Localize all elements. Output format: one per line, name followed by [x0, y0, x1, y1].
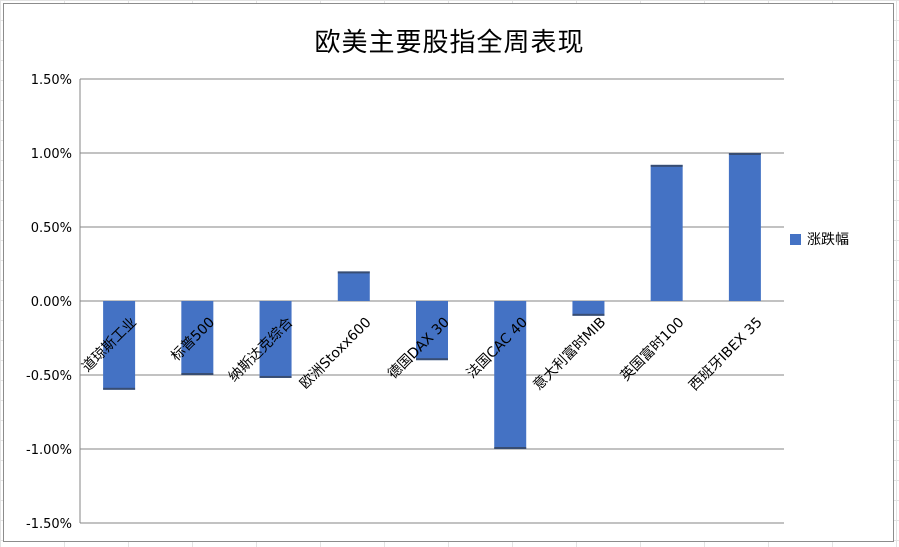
y-tick-label: 0.50% [31, 221, 72, 236]
bar-edge [337, 271, 370, 274]
chart-title: 欧美主要股指全周表现 [314, 28, 585, 58]
bar[interactable] [650, 164, 683, 301]
bar[interactable] [337, 271, 370, 301]
bar-edge [572, 313, 605, 316]
x-tick-label: 意大利富时MIB [530, 314, 610, 394]
x-tick-label: 英国富时100 [617, 314, 688, 385]
y-tick-label: -0.50% [26, 369, 72, 384]
bar[interactable] [494, 301, 527, 449]
legend: 涨跌幅 [790, 230, 849, 248]
y-tick-label: -1.50% [26, 517, 72, 532]
x-tick-label: 西班牙IBEX 35 [686, 315, 766, 395]
bar-edge [650, 164, 683, 167]
plot-area: 道琼斯工业 标普500 纳斯达克综合 欧洲Stoxx600 德国DAX 30 法国CAC … [26, 73, 784, 532]
y-tick-label: 1.50% [31, 73, 72, 88]
bar-edge [103, 387, 136, 390]
y-tick-label: 1.00% [31, 147, 72, 162]
bar-edge [416, 358, 448, 361]
y-tick-label: -1.00% [26, 443, 72, 458]
x-tick-label: 欧洲Stoxx600 [297, 315, 375, 393]
bar[interactable] [572, 301, 605, 316]
bar[interactable] [103, 301, 136, 390]
y-tick-label: 0.00% [31, 295, 72, 310]
bar[interactable] [181, 301, 214, 375]
y-tick-labels: 1.50% 1.00% 0.50% 0.00% -0.50% -1.00% -1.50% [26, 73, 72, 532]
bar-edge [728, 153, 761, 155]
legend-swatch [790, 233, 801, 245]
legend-label: 涨跌幅 [807, 232, 849, 248]
bar[interactable] [416, 301, 448, 361]
chart-area[interactable]: 欧美主要股指全周表现 道琼斯工业 标普500 纳斯达克综合 欧洲Stoxx600 德国D… [3, 3, 894, 542]
bar[interactable] [728, 153, 761, 301]
bars [103, 153, 761, 449]
bar-edge [494, 447, 527, 449]
bar-edge [181, 373, 214, 375]
bar-edge [259, 375, 292, 378]
bar[interactable] [259, 301, 292, 378]
